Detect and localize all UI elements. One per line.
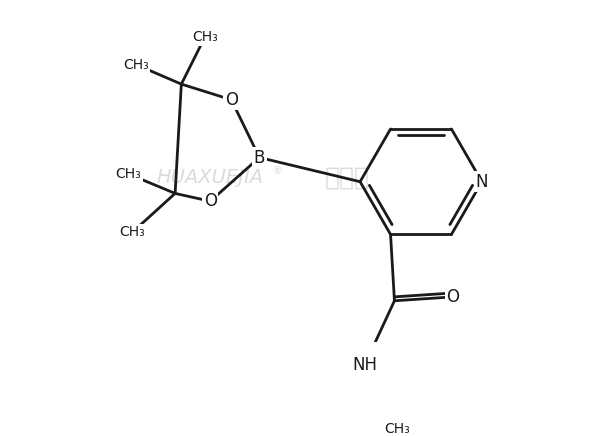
Text: HUAXUEJIA: HUAXUEJIA	[157, 168, 264, 187]
Text: NH: NH	[352, 356, 377, 374]
Text: ®: ®	[271, 167, 282, 177]
Text: N: N	[476, 173, 488, 191]
Text: CH₃: CH₃	[115, 167, 141, 181]
Text: O: O	[225, 91, 238, 109]
Text: O: O	[446, 288, 460, 306]
Text: CH₃: CH₃	[123, 58, 149, 72]
Text: B: B	[254, 149, 265, 167]
Text: CH₃: CH₃	[192, 30, 218, 44]
Text: CH₃: CH₃	[119, 225, 145, 239]
Text: CH₃: CH₃	[385, 422, 410, 436]
Text: O: O	[204, 192, 217, 210]
Text: 化学加: 化学加	[325, 166, 370, 190]
